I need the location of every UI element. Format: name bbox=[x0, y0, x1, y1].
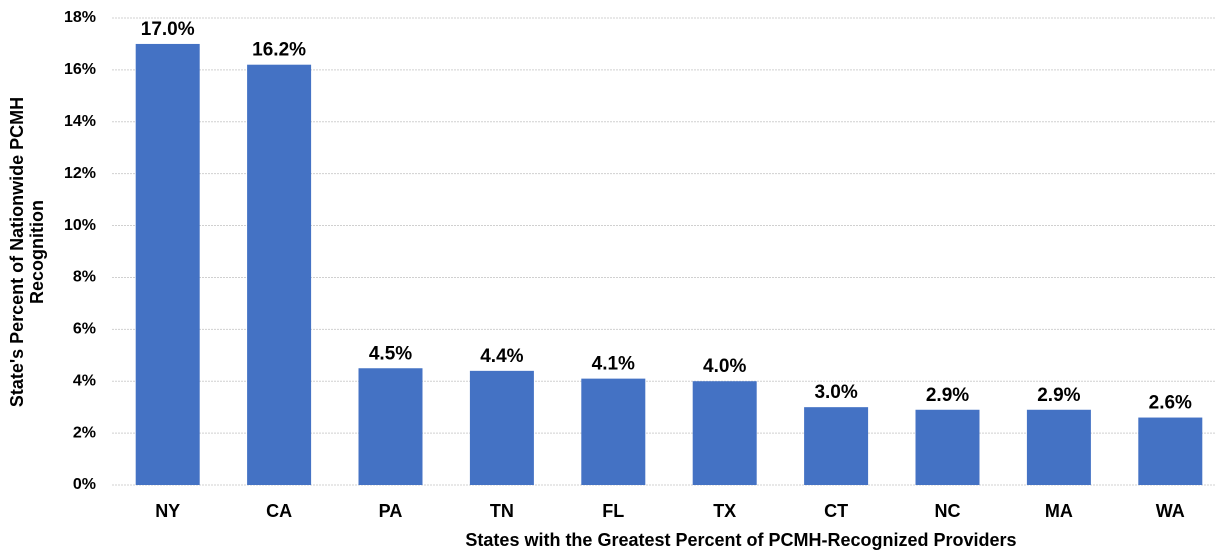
data-label: 16.2% bbox=[252, 40, 306, 61]
bar bbox=[469, 370, 534, 485]
data-label: 3.0% bbox=[814, 382, 857, 403]
y-axis-label: Recognition bbox=[27, 200, 47, 304]
y-tick-label: 0% bbox=[73, 476, 96, 493]
bar bbox=[581, 378, 646, 485]
bar bbox=[804, 407, 869, 485]
data-label: 4.1% bbox=[592, 354, 635, 375]
bar bbox=[358, 368, 423, 485]
x-tick-label: MA bbox=[1045, 501, 1073, 521]
x-tick-label: CA bbox=[266, 501, 292, 521]
y-tick-label: 8% bbox=[73, 269, 96, 286]
y-tick-label: 4% bbox=[73, 372, 96, 389]
bar bbox=[247, 64, 312, 485]
y-axis-label: State's Percent of Nationwide PCMH bbox=[7, 97, 27, 407]
bar bbox=[915, 409, 980, 485]
data-label: 2.6% bbox=[1149, 393, 1192, 414]
y-tick-label: 10% bbox=[64, 217, 96, 234]
x-tick-label: WA bbox=[1156, 501, 1185, 521]
y-tick-label: 16% bbox=[64, 61, 96, 78]
x-tick-label: TX bbox=[713, 501, 736, 521]
data-label: 4.4% bbox=[480, 346, 523, 367]
x-axis-label: States with the Greatest Percent of PCMH… bbox=[465, 530, 1016, 550]
data-label: 4.0% bbox=[703, 356, 746, 377]
data-label: 2.9% bbox=[1037, 385, 1080, 406]
bar bbox=[1026, 409, 1091, 485]
y-tick-label: 6% bbox=[73, 321, 96, 338]
y-tick-label: 12% bbox=[64, 165, 96, 182]
bar bbox=[1138, 417, 1203, 485]
x-tick-label: TN bbox=[490, 501, 514, 521]
y-tick-label: 2% bbox=[73, 424, 96, 441]
x-tick-label: FL bbox=[602, 501, 624, 521]
bar bbox=[135, 43, 200, 485]
data-label: 4.5% bbox=[369, 343, 412, 364]
data-label: 2.9% bbox=[926, 385, 969, 406]
y-tick-label: 14% bbox=[64, 113, 96, 130]
x-tick-label: NC bbox=[935, 501, 961, 521]
x-tick-label: NY bbox=[155, 501, 180, 521]
bar bbox=[692, 381, 757, 485]
y-tick-label: 18% bbox=[64, 9, 96, 26]
x-tick-label: CT bbox=[824, 501, 848, 521]
data-label: 17.0% bbox=[141, 19, 195, 40]
x-tick-label: PA bbox=[379, 501, 403, 521]
